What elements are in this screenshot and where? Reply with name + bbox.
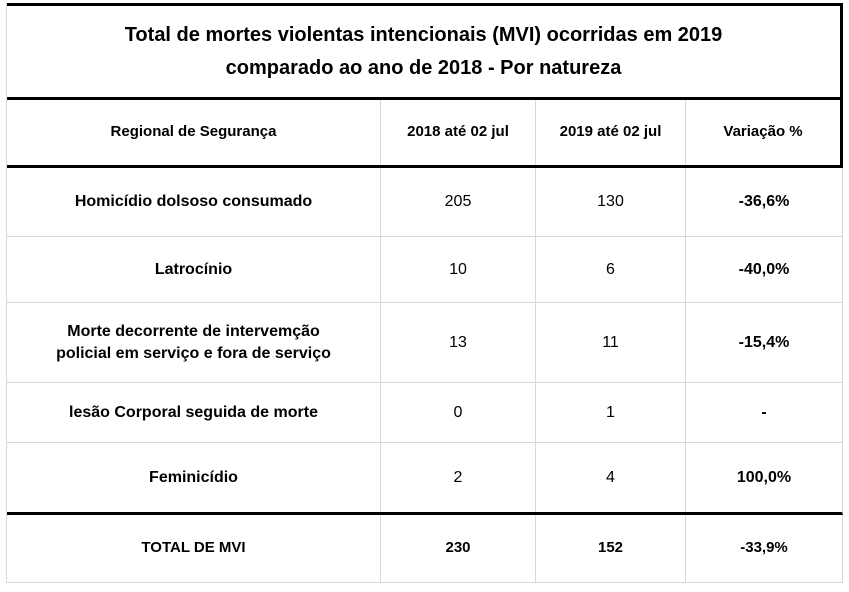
value-2018: 2	[381, 443, 536, 512]
variation-value: 100,0%	[736, 468, 792, 486]
row-label-line-1: Morte decorrente de intervemção	[67, 322, 320, 340]
value-2019: 1	[536, 383, 686, 442]
variation-value: -	[761, 403, 767, 421]
table-title-line-2: comparado ao ano de 2018 - Por natureza	[225, 56, 622, 79]
table-title: Total de mortes violentas intencionais (…	[7, 3, 843, 100]
col-header-variation: Variação %	[723, 123, 803, 141]
table-row: Morte decorrente de intervemção policial…	[7, 303, 843, 383]
value-2019: 11	[536, 303, 686, 382]
total-value-2018: 230	[381, 515, 536, 582]
table-row: Feminicídio 2 4 100,0%	[7, 443, 843, 515]
value-2019: 130	[536, 168, 686, 236]
value-2018: 0	[381, 383, 536, 442]
col-header-2019: 2019 até 02 jul	[536, 100, 686, 165]
row-label: Homicídio dolsoso consumado	[7, 168, 381, 236]
row-label: Latrocínio	[7, 237, 381, 302]
table-row: Homicídio dolsoso consumado 205 130 -36,…	[7, 168, 843, 237]
value-2018: 10	[381, 237, 536, 302]
row-label: Feminicídio	[7, 443, 381, 512]
total-variation-value: -33,9%	[740, 539, 788, 557]
value-2018: 205	[381, 168, 536, 236]
variation-value: -40,0%	[738, 260, 790, 278]
variation-value: -15,4%	[738, 333, 790, 351]
table-row: Latrocínio 10 6 -40,0%	[7, 237, 843, 303]
table-row: lesão Corporal seguida de morte 0 1 -	[7, 383, 843, 443]
col-header-regional: Regional de Segurança	[7, 100, 381, 165]
total-value-2019: 152	[536, 515, 686, 582]
table-header-row: Regional de Segurança 2018 até 02 jul 20…	[7, 100, 843, 168]
value-2018: 13	[381, 303, 536, 382]
row-label: Morte decorrente de intervemção policial…	[7, 303, 381, 382]
col-header-2018: 2018 até 02 jul	[381, 100, 536, 165]
mvi-table: Total de mortes violentas intencionais (…	[6, 3, 843, 583]
total-label: TOTAL DE MVI	[7, 515, 381, 582]
table-title-line-1: Total de mortes violentas intencionais (…	[124, 23, 723, 46]
value-2019: 4	[536, 443, 686, 512]
row-label-line-2: policial em serviço e fora de serviço	[56, 344, 331, 362]
value-2019: 6	[536, 237, 686, 302]
variation-value: -36,6%	[738, 193, 790, 211]
row-label: lesão Corporal seguida de morte	[7, 383, 381, 442]
table-total-row: TOTAL DE MVI 230 152 -33,9%	[7, 515, 843, 583]
